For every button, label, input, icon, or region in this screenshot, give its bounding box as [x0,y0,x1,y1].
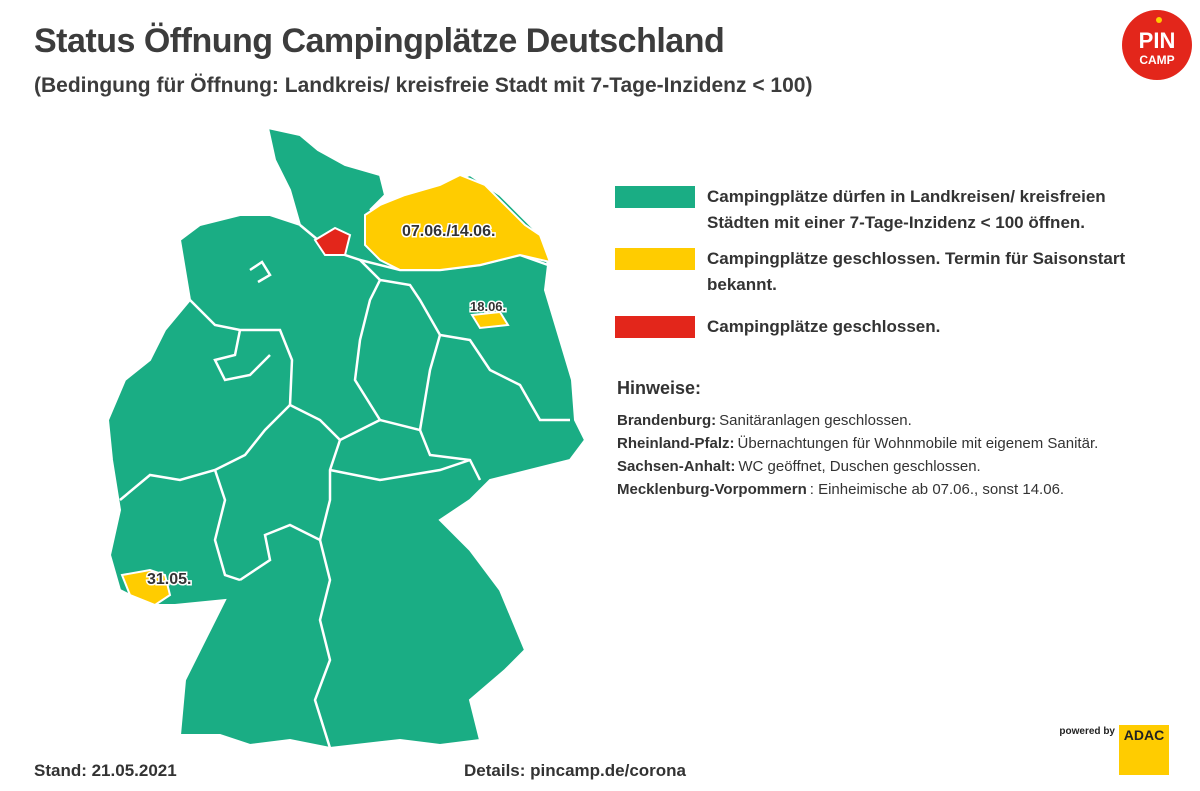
legend-text: Campingplätze geschlossen. [707,317,941,336]
adac-text: ADAC [1124,727,1164,743]
title: Status Öffnung Campingplätze Deutschland [34,22,725,60]
note-label: Sachsen-Anhalt: [617,458,736,475]
note-label: Brandenburg: [617,412,717,429]
note: Sachsen-Anhalt: WC geöffnet, Duschen gesc… [617,455,1187,478]
note-text: : Einheimische ab 07.06., sonst 14.06. [809,481,1065,498]
note-text: Sanitäranlagen geschlossen. [719,412,912,429]
note: Rheinland-Pfalz: Übernachtungen für Wohnm… [617,432,1187,455]
notes: Hinweise: Brandenburg: Sanitäranlagen ges… [617,378,1187,501]
note-text: Übernachtungen für Wohnmobile mit eigene… [737,435,1099,452]
map-labels: 07.06./14.06. 18.06. 31.05. [146,222,508,590]
legend-swatch [615,316,695,338]
notes-title: Hinweise: [617,378,702,398]
legend-swatch [615,248,695,270]
logo-circle [1122,10,1192,80]
legend-text: Campingplätze geschlossen. Termin für Sa… [707,249,1126,294]
notes-list: Brandenburg: Sanitäranlagen geschlossen. R… [617,409,1187,501]
legend-item: Campingplätze dürfen in Landkreisen/ kre… [615,184,1175,236]
note: Mecklenburg-Vorpommern: Einheimische ab … [617,478,1187,501]
logo-dot [1156,17,1162,23]
legend-text: Campingplätze dürfen in Landkreisen/ kre… [707,187,1106,232]
details: Details: pincamp.de/corona [464,761,686,780]
note: Brandenburg: Sanitäranlagen geschlossen. [617,409,1187,432]
note-label: Rheinland-Pfalz: [617,435,735,452]
subtitle: (Bedingung für Öffnung: Landkreis/ kreis… [34,74,813,97]
legend-swatch [615,186,695,208]
note-text: WC geöffnet, Duschen geschlossen. [738,458,981,475]
legend-item: Campingplätze geschlossen. Termin für Sa… [615,246,1175,298]
date: Stand: 21.05.2021 [34,761,177,780]
mecklenburg-vorpommern [364,173,552,271]
powered-by: powered by [1059,726,1115,737]
legend-item: Campingplätze geschlossen. [615,314,1175,340]
logo-text: PIN [1139,28,1176,53]
berlin [470,310,510,330]
note-label: Mecklenburg-Vorpommern [617,481,807,498]
logo-text: CAMP [1139,53,1174,67]
adac-box [1119,725,1169,775]
map-label: 18.06. [470,299,506,314]
saarland [120,568,172,607]
hamburg [313,226,352,256]
map-label: 07.06./14.06. [402,223,495,240]
map-label: 31.05. [147,571,191,588]
